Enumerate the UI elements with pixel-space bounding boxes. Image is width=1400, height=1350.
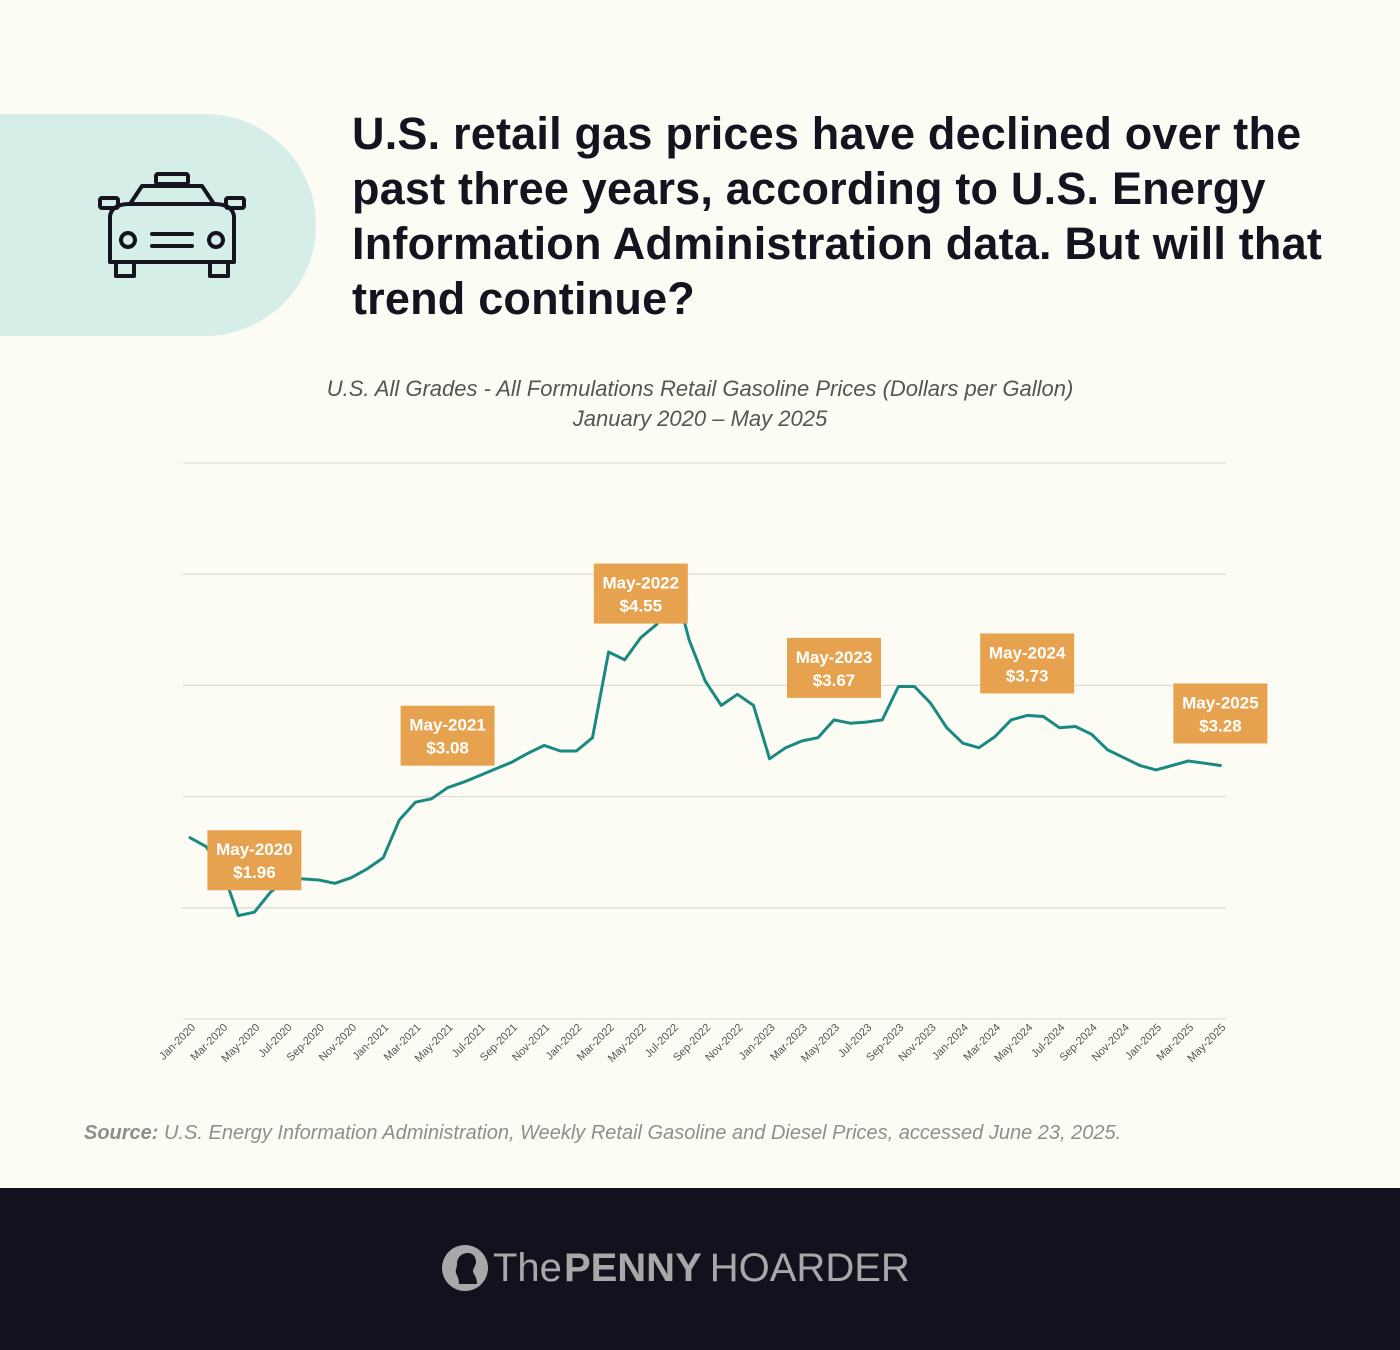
callout-date: May-2025: [1182, 693, 1259, 712]
callout-value: $1.96: [233, 863, 276, 882]
callout-box: [593, 563, 688, 624]
gas-price-line-chart: Jan-2020Mar-2020May-2020Jul-2020Sep-2020…: [157, 462, 1268, 1065]
callout-box: [207, 830, 302, 891]
source-text: U.S. Energy Information Administration, …: [158, 1122, 1122, 1144]
chart-subtitle: January 2020 – May 2025: [572, 406, 828, 431]
penny-hoarder-logo[interactable]: The PENNY HOARDER: [441, 1244, 910, 1292]
callout-date: May-2024: [989, 643, 1066, 662]
logo-penny: PENNY: [563, 1245, 702, 1290]
car-icon: [98, 172, 246, 278]
callout-value: $4.55: [620, 597, 663, 616]
logo-the: The: [493, 1245, 562, 1290]
source-note: Source: U.S. Energy Information Administ…: [84, 1122, 1364, 1145]
footer-bar: [0, 1188, 1400, 1350]
callout-value: $3.67: [813, 671, 856, 690]
callout-date: May-2020: [216, 840, 293, 859]
chart-title: U.S. All Grades - All Formulations Retai…: [326, 376, 1074, 401]
callout-box: [787, 637, 881, 698]
callout-box: [400, 705, 495, 766]
callout-box: [1173, 683, 1268, 744]
callout-value: $3.28: [1199, 716, 1242, 735]
headline: U.S. retail gas prices have declined ove…: [352, 108, 1323, 324]
callout-date: May-2021: [409, 716, 486, 735]
callout-value: $3.08: [426, 739, 469, 758]
callout-value: $3.73: [1006, 666, 1049, 685]
logo-hoarder: HOARDER: [709, 1245, 910, 1290]
callout-date: May-2023: [796, 648, 873, 667]
coin-profile-icon: [442, 1245, 488, 1291]
callout-box: [980, 633, 1075, 694]
callout-date: May-2022: [603, 574, 680, 593]
header-accent-shape: [0, 114, 316, 336]
price-series-line: [188, 577, 1222, 918]
source-label: Source:: [84, 1122, 159, 1144]
